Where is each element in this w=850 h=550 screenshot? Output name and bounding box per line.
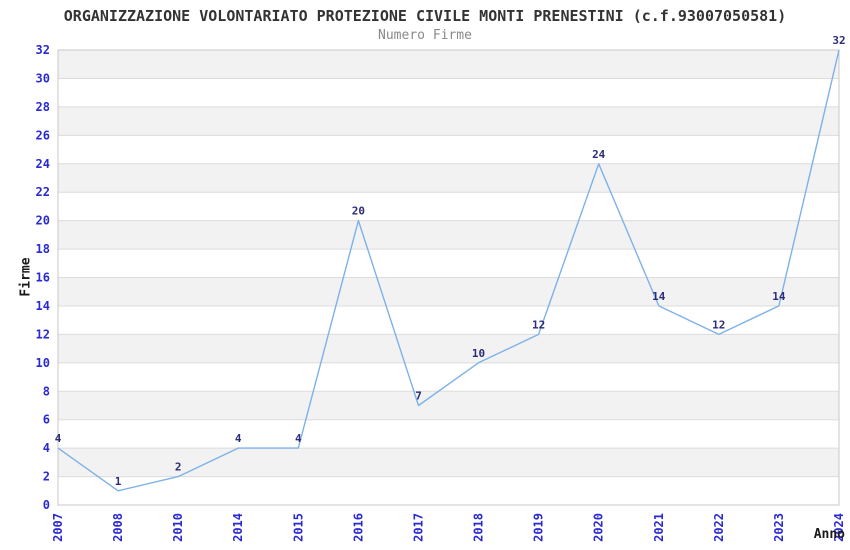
point-label: 7 — [415, 390, 422, 403]
y-tick-label: 16 — [36, 271, 50, 285]
point-label: 24 — [592, 148, 606, 161]
y-tick-label: 2 — [43, 470, 50, 484]
point-label: 12 — [712, 318, 725, 331]
x-tick-label: 2019 — [532, 513, 546, 542]
data-line — [57, 49, 840, 492]
chart-title: ORGANIZZAZIONE VOLONTARIATO PROTEZIONE C… — [63, 7, 787, 25]
point-label: 4 — [55, 432, 62, 445]
x-tick-label: 2008 — [111, 513, 125, 542]
point-label: 1 — [115, 475, 122, 488]
point-label: 32 — [832, 34, 845, 47]
y-tick-label: 4 — [43, 441, 50, 455]
plot-band — [58, 135, 839, 164]
point-label: 4 — [235, 432, 242, 445]
point-label: 12 — [532, 318, 545, 331]
y-tick-label: 24 — [36, 157, 50, 171]
x-axis-title: Anno — [813, 527, 845, 542]
x-tick-label: 2022 — [712, 513, 726, 542]
x-tick-label: 2007 — [51, 513, 65, 542]
x-tick-label: 2016 — [351, 513, 365, 542]
plot-band — [58, 220, 839, 250]
y-tick-label: 14 — [36, 299, 50, 313]
x-tick-label: 2018 — [472, 513, 486, 542]
x-tick-label: 2015 — [291, 513, 305, 542]
point-label: 10 — [472, 347, 485, 360]
x-tick-label: 2017 — [412, 513, 426, 542]
plot-band — [58, 362, 839, 392]
plot-band — [58, 106, 839, 136]
x-tick-label: 2010 — [171, 513, 185, 542]
plot-band — [58, 249, 839, 278]
y-tick-label: 0 — [43, 498, 50, 512]
plot-band — [58, 78, 839, 107]
plot-band — [58, 277, 839, 306]
plot-band — [58, 192, 839, 221]
plot-band — [58, 163, 839, 193]
y-tick-label: 32 — [36, 43, 50, 57]
plot-area-border — [57, 49, 840, 506]
y-tick-label: 12 — [36, 327, 50, 341]
plot-band — [58, 50, 839, 79]
x-tick-label: 2021 — [652, 513, 666, 542]
chart-subtitle: Numero Firme — [378, 28, 472, 43]
plot-band — [58, 476, 839, 505]
y-tick-label: 8 — [43, 384, 50, 398]
y-tick-label: 28 — [36, 100, 50, 114]
y-tick-label: 6 — [43, 413, 50, 427]
y-tick-label: 10 — [36, 356, 50, 370]
point-label: 4 — [295, 432, 302, 445]
x-tick-label: 2023 — [772, 513, 786, 542]
point-label: 14 — [772, 290, 786, 303]
y-axis-title: Firme — [18, 257, 34, 297]
plot-band — [58, 334, 839, 363]
point-label: 14 — [652, 290, 666, 303]
y-tick-label: 18 — [36, 242, 50, 256]
x-tick-label: 2020 — [592, 513, 606, 542]
y-tick-label: 30 — [36, 71, 50, 85]
y-tick-label: 22 — [36, 185, 50, 199]
x-tick-label: 2014 — [231, 513, 245, 542]
x-tick-label: 2024 — [832, 513, 846, 542]
plot-band — [58, 391, 839, 420]
plot-band — [58, 419, 839, 449]
y-tick-label: 20 — [36, 214, 50, 228]
y-tick-label: 26 — [36, 128, 50, 142]
point-label: 2 — [175, 461, 182, 474]
point-label: 20 — [352, 205, 365, 218]
